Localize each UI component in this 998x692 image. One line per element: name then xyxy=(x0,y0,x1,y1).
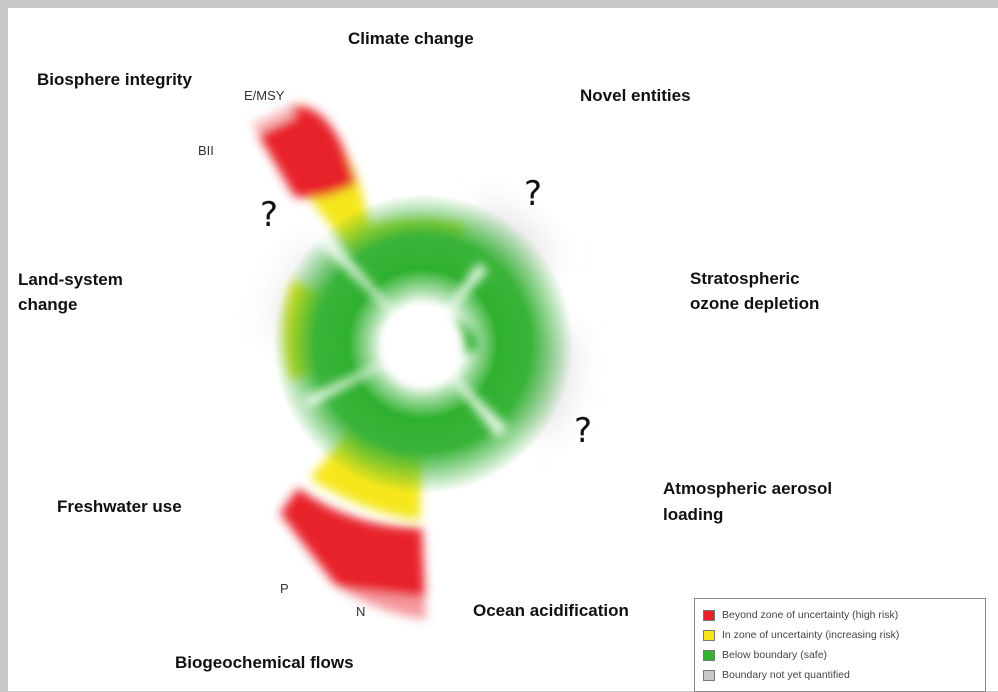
label-ocean-acidification: Ocean acidification xyxy=(473,601,629,620)
label-aerosol-line1: Atmospheric aerosol xyxy=(663,479,833,498)
sublabel-bii: BII xyxy=(198,143,214,158)
legend-label: Below boundary (safe) xyxy=(722,649,828,661)
planetary-boundaries-figure: Climate change Biosphere integrity Novel… xyxy=(8,8,998,692)
legend-swatch-yellow xyxy=(703,629,715,641)
legend-item-safe: Below boundary (safe) xyxy=(703,645,977,665)
legend-swatch-grey xyxy=(703,669,715,681)
boundaries-wheel xyxy=(252,105,575,633)
legend-label: Boundary not yet quantified xyxy=(722,669,850,681)
label-land-system-change-line1: Land-system xyxy=(18,270,123,289)
label-aerosol-line2: loading xyxy=(663,505,724,524)
question-mark-aerosol: ? xyxy=(574,411,593,451)
center-hub xyxy=(381,304,465,388)
label-freshwater-use: Freshwater use xyxy=(57,497,182,516)
legend-swatch-green xyxy=(703,649,715,661)
label-land-system-change-line2: change xyxy=(18,295,78,314)
label-biogeochemical-flows: Biogeochemical flows xyxy=(175,653,354,672)
sublabel-emsy: E/MSY xyxy=(244,88,285,103)
legend: Beyond zone of uncertainty (high risk) I… xyxy=(694,598,986,692)
legend-item-increasing-risk: In zone of uncertainty (increasing risk) xyxy=(703,625,977,645)
question-mark-bii: ? xyxy=(260,195,279,235)
legend-label: In zone of uncertainty (increasing risk) xyxy=(722,629,900,641)
legend-swatch-red xyxy=(703,609,715,621)
label-climate-change: Climate change xyxy=(348,29,474,48)
label-stratospheric-line1: Stratospheric xyxy=(690,269,800,288)
label-stratospheric-line2: ozone depletion xyxy=(690,294,820,313)
sublabel-n: N xyxy=(356,604,366,619)
label-biosphere-integrity: Biosphere integrity xyxy=(37,70,192,89)
question-mark-novel-entities: ? xyxy=(524,174,543,214)
legend-item-high-risk: Beyond zone of uncertainty (high risk) xyxy=(703,605,977,625)
sublabel-p: P xyxy=(280,581,289,596)
label-novel-entities: Novel entities xyxy=(580,86,691,105)
legend-label: Beyond zone of uncertainty (high risk) xyxy=(722,609,899,621)
legend-item-not-quantified: Boundary not yet quantified xyxy=(703,665,977,685)
